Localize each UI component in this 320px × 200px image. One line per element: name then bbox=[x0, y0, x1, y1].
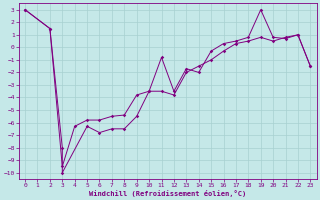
X-axis label: Windchill (Refroidissement éolien,°C): Windchill (Refroidissement éolien,°C) bbox=[89, 190, 246, 197]
